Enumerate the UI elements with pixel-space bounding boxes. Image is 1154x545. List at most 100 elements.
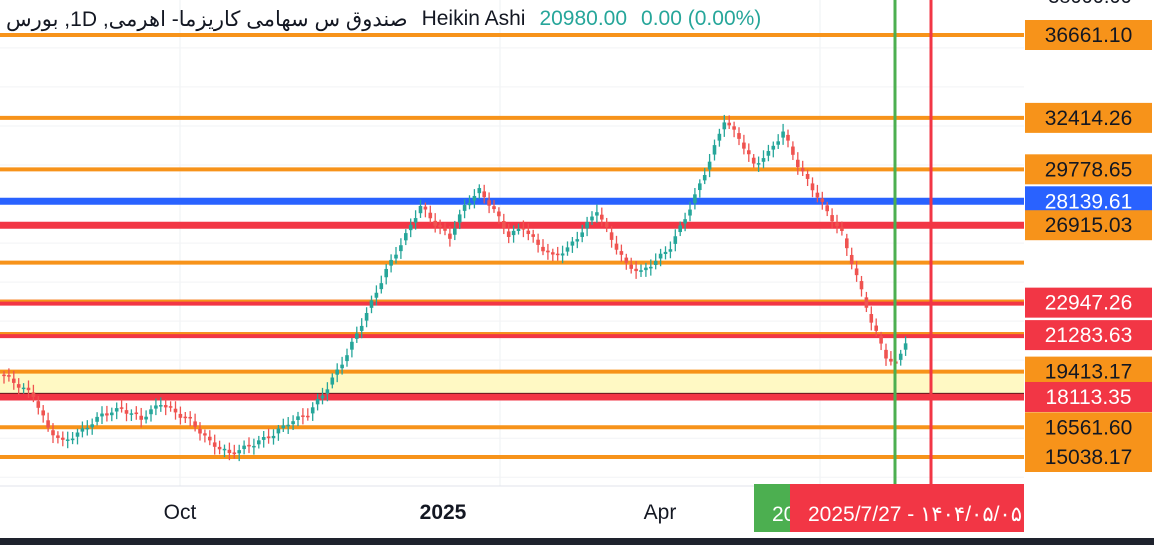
candle-body: [154, 405, 158, 409]
candle-body: [61, 437, 65, 440]
candle-body: [698, 183, 702, 191]
candle-body: [639, 270, 643, 272]
bottom-toolbar-edge: [0, 538, 1154, 545]
candle-body: [898, 353, 903, 360]
candle-body: [565, 247, 570, 252]
price-label-bg: [1025, 154, 1152, 185]
price-label-bg: [1025, 287, 1152, 318]
candle-body: [619, 251, 624, 255]
price-label: 36661.10: [1045, 24, 1133, 47]
candle-body: [51, 430, 55, 436]
candle-body: [678, 225, 682, 233]
candle-body: [379, 283, 384, 290]
candle-body: [212, 442, 217, 447]
time-tick-label: Oct: [164, 501, 197, 524]
price-levels: [0, 33, 1024, 459]
candle-body: [384, 268, 388, 278]
candle-body: [286, 424, 290, 427]
candle-body: [163, 405, 168, 408]
candle-body: [281, 425, 286, 429]
candle-body: [820, 198, 825, 202]
candle-body: [830, 215, 834, 222]
candle-body: [874, 325, 878, 331]
candle-body: [747, 150, 751, 155]
candle-body: [75, 432, 80, 437]
candle-body: [227, 449, 232, 454]
candle-body: [526, 230, 531, 235]
candles: [2, 114, 908, 462]
symbol-title[interactable]: صندوق س سهامی کاریزما- اهرمی, 1D, بورس: [6, 8, 408, 31]
hover-green-box: [754, 484, 794, 532]
candle-body: [95, 416, 99, 422]
candle-body: [423, 206, 428, 210]
candle-body: [12, 378, 16, 383]
price-change: 0.00 (0.00%): [641, 7, 762, 30]
candle-body: [85, 427, 90, 430]
candle-body: [46, 420, 50, 428]
candle-body: [428, 212, 433, 219]
price-label-bg: [1025, 356, 1152, 387]
candle-body: [673, 236, 678, 244]
candle-body: [712, 145, 717, 155]
time-tick-label: 2025: [420, 501, 467, 524]
price-label: 16561.60: [1045, 416, 1133, 439]
candle-body: [575, 239, 580, 242]
candle-body: [536, 239, 540, 245]
candle-body: [786, 134, 790, 141]
candle-body: [585, 221, 589, 229]
price-label: 26915.03: [1045, 214, 1133, 237]
candle-body: [41, 410, 45, 416]
price-label: 21283.63: [1045, 324, 1133, 347]
candle-body: [320, 395, 325, 399]
highlight-zone: [0, 371, 1024, 394]
candle-body: [516, 228, 521, 231]
candle-body: [65, 439, 70, 441]
candle-body: [629, 264, 633, 269]
candle-body: [168, 406, 173, 408]
candle-body: [31, 392, 36, 397]
candle-body: [159, 405, 163, 407]
hover-date-box: [790, 484, 1024, 532]
candle-body: [183, 416, 188, 419]
candle-body: [541, 246, 545, 252]
candle-body: [482, 191, 486, 198]
candle-body: [600, 214, 604, 220]
candle-body: [438, 225, 442, 227]
candle-body: [56, 435, 60, 438]
candle-body: [903, 343, 908, 350]
time-tick-label: Apr: [644, 501, 677, 524]
support-zone: [0, 371, 1024, 394]
candle-body: [472, 195, 477, 201]
candle-body: [2, 374, 6, 377]
candle-body: [580, 232, 584, 237]
hover-date-label: 2025/7/27 - ۱۴۰۴/۰۵/۰۵: [808, 503, 1022, 526]
candle-body: [7, 375, 11, 377]
candle-body: [139, 415, 143, 420]
candle-body: [374, 292, 379, 298]
candle-body: [722, 122, 727, 130]
candle-body: [340, 364, 344, 369]
candle-body: [864, 297, 869, 308]
candle-body: [203, 433, 207, 436]
candle-body: [16, 384, 21, 388]
price-label: 29778.65: [1045, 158, 1133, 181]
candle-body: [825, 205, 829, 212]
candle-body: [590, 216, 594, 221]
candle-body: [70, 438, 75, 441]
candle-body: [261, 437, 266, 440]
candle-body: [771, 145, 776, 150]
candle-body: [849, 254, 854, 265]
candle-body: [335, 369, 339, 375]
chart-style: Heikin Ashi: [421, 7, 526, 30]
price-label: 28139.61: [1045, 190, 1133, 213]
candle-body: [105, 413, 109, 416]
candle-body: [683, 219, 687, 224]
candle-body: [149, 409, 153, 415]
candle-body: [609, 232, 614, 240]
candle-body: [492, 206, 496, 210]
candle-body: [80, 428, 85, 432]
price-label-bg: [1025, 442, 1152, 472]
candle-body: [835, 222, 839, 227]
price-label: 22947.26: [1045, 292, 1133, 315]
